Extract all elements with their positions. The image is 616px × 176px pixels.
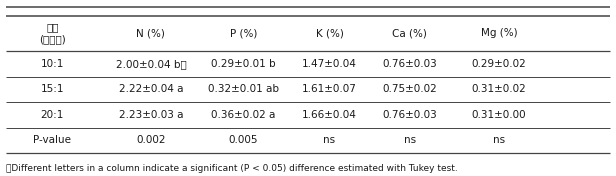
Text: 2.00±0.04 bᵺ: 2.00±0.04 bᵺ bbox=[116, 59, 186, 69]
Text: P (%): P (%) bbox=[230, 29, 257, 38]
Text: 20:1: 20:1 bbox=[41, 110, 64, 120]
Text: 0.36±0.02 a: 0.36±0.02 a bbox=[211, 110, 275, 120]
Text: 0.32±0.01 ab: 0.32±0.01 ab bbox=[208, 84, 279, 94]
Text: ns: ns bbox=[323, 135, 336, 145]
Text: 0.31±0.00: 0.31±0.00 bbox=[472, 110, 526, 120]
Text: 0.002: 0.002 bbox=[136, 135, 166, 145]
Text: 0.31±0.02: 0.31±0.02 bbox=[472, 84, 526, 94]
Text: 2.23±0.03 a: 2.23±0.03 a bbox=[119, 110, 183, 120]
Text: 0.76±0.03: 0.76±0.03 bbox=[383, 110, 437, 120]
Text: P-value: P-value bbox=[33, 135, 71, 145]
Text: 1.47±0.04: 1.47±0.04 bbox=[302, 59, 357, 69]
Text: 0.75±0.02: 0.75±0.02 bbox=[383, 84, 437, 94]
Text: 처리
(엽과비): 처리 (엽과비) bbox=[39, 23, 66, 44]
Text: 15:1: 15:1 bbox=[41, 84, 64, 94]
Text: 0.29±0.01 b: 0.29±0.01 b bbox=[211, 59, 275, 69]
Text: ns: ns bbox=[493, 135, 505, 145]
Text: 0.76±0.03: 0.76±0.03 bbox=[383, 59, 437, 69]
Text: ns: ns bbox=[403, 135, 416, 145]
Text: Ca (%): Ca (%) bbox=[392, 29, 427, 38]
Text: 0.29±0.02: 0.29±0.02 bbox=[472, 59, 526, 69]
Text: Mg (%): Mg (%) bbox=[480, 29, 517, 38]
Text: N (%): N (%) bbox=[137, 29, 165, 38]
Text: 0.005: 0.005 bbox=[229, 135, 258, 145]
Text: 10:1: 10:1 bbox=[41, 59, 64, 69]
Text: ᵺDifferent letters in a column indicate a significant (P < 0.05) difference esti: ᵺDifferent letters in a column indicate … bbox=[6, 164, 458, 174]
Text: 2.22±0.04 a: 2.22±0.04 a bbox=[119, 84, 183, 94]
Text: 1.61±0.07: 1.61±0.07 bbox=[302, 84, 357, 94]
Text: 1.66±0.04: 1.66±0.04 bbox=[302, 110, 357, 120]
Text: K (%): K (%) bbox=[315, 29, 344, 38]
